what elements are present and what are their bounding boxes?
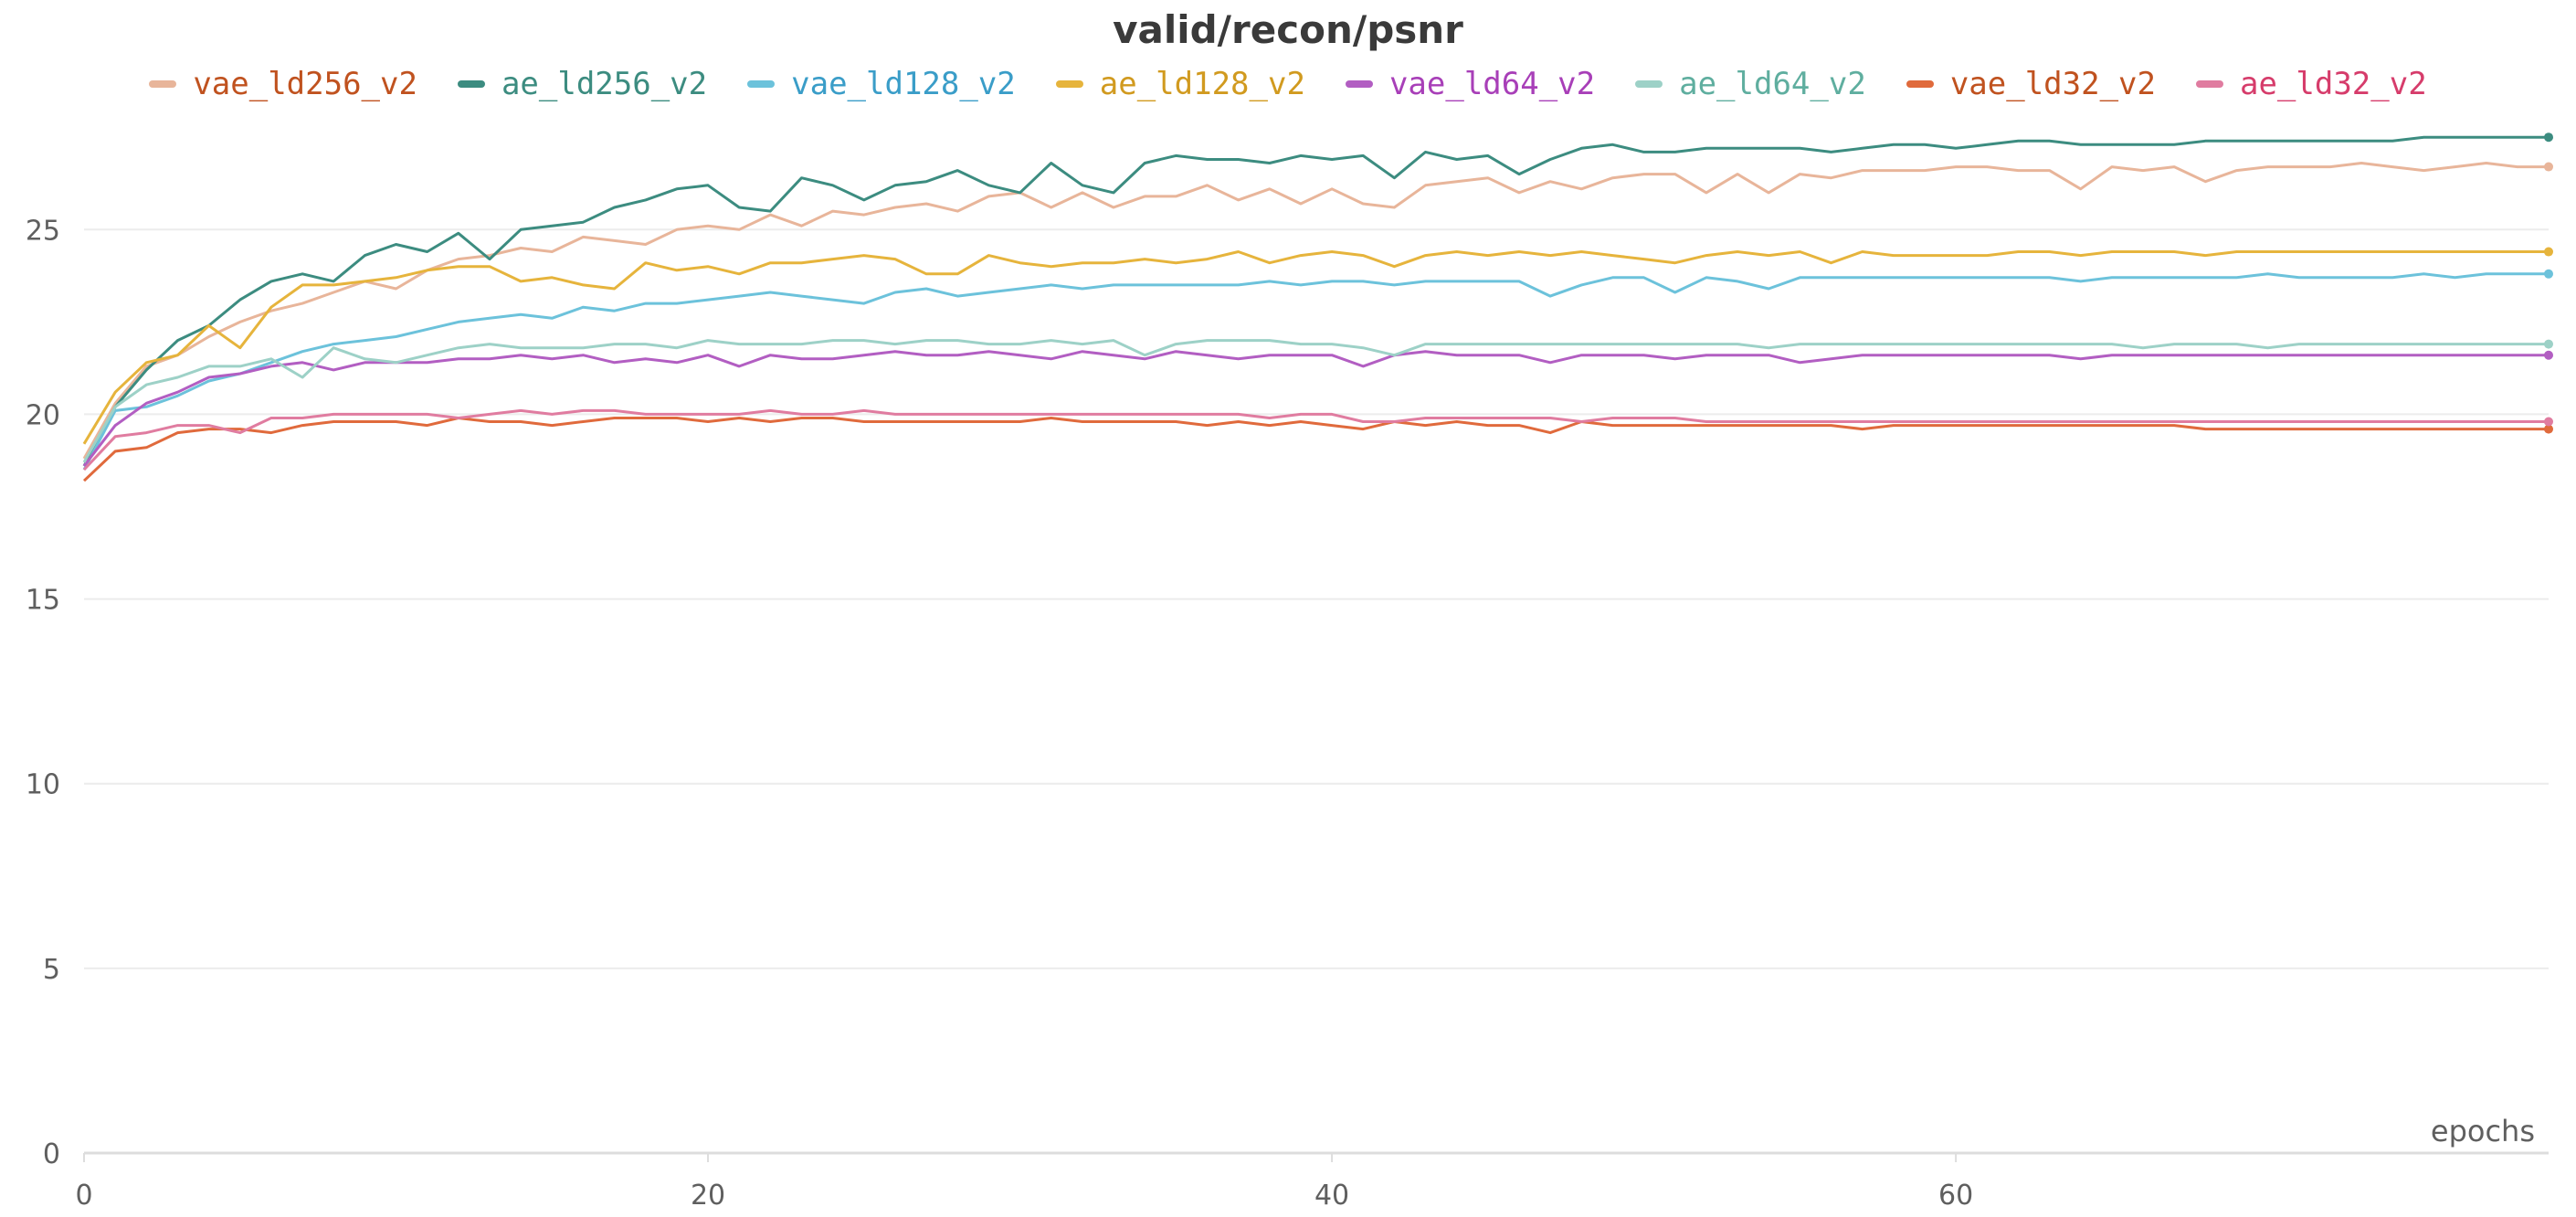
legend-swatch xyxy=(457,80,485,88)
chart-title: valid/recon/psnr xyxy=(1113,7,1463,52)
x-axis-label: epochs xyxy=(2431,1114,2535,1148)
legend-label: ae_ld64_v2 xyxy=(1679,66,1866,102)
series-line-ae-ld64-v2 xyxy=(82,339,2549,463)
legend-item-vae-ld32-v2[interactable]: vae_ld32_v2 xyxy=(1906,66,2156,102)
legend-item-vae-ld128-v2[interactable]: vae_ld128_v2 xyxy=(747,66,1016,102)
series-line-ae-ld32-v2 xyxy=(82,408,2549,471)
series-end-marker-vae-ld64-v2 xyxy=(2544,350,2553,360)
series-end-marker-ae-ld256-v2 xyxy=(2544,132,2553,143)
x-tick-label: 40 xyxy=(1314,1180,1349,1212)
series-end-marker-vae-ld32-v2 xyxy=(2544,424,2553,434)
series-end-marker-ae-ld32-v2 xyxy=(2544,417,2553,427)
series-end-marker-vae-ld256-v2 xyxy=(2544,162,2553,172)
series-line-ae-ld128-v2 xyxy=(82,250,2549,445)
legend: vae_ld256_v2 ae_ld256_v2 vae_ld128_v2 ae_ld… xyxy=(0,66,2576,102)
series-line-vae-ld128-v2 xyxy=(82,272,2549,471)
series-end-marker-ae-ld64-v2 xyxy=(2544,339,2553,349)
legend-swatch xyxy=(1906,80,1934,88)
series-line-vae-ld64-v2 xyxy=(82,350,2549,467)
x-tick-label: 0 xyxy=(75,1180,92,1212)
legend-label: vae_ld128_v2 xyxy=(791,66,1016,102)
legend-item-ae-ld32-v2[interactable]: ae_ld32_v2 xyxy=(2195,66,2427,102)
legend-label: vae_ld32_v2 xyxy=(1949,66,2156,102)
legend-item-ae-ld64-v2[interactable]: ae_ld64_v2 xyxy=(1635,66,1866,102)
legend-swatch xyxy=(1055,80,1083,88)
legend-label: ae_ld32_v2 xyxy=(2239,66,2427,102)
y-tick-label: 15 xyxy=(26,585,60,617)
y-tick-label: 25 xyxy=(26,215,60,247)
series-line-vae-ld32-v2 xyxy=(82,417,2549,482)
y-tick-label: 0 xyxy=(43,1138,60,1170)
legend-swatch xyxy=(747,80,776,88)
series-end-marker-vae-ld128-v2 xyxy=(2544,269,2553,279)
legend-item-ae-ld256-v2[interactable]: ae_ld256_v2 xyxy=(457,66,708,102)
legend-item-ae-ld128-v2[interactable]: ae_ld128_v2 xyxy=(1055,66,1305,102)
legend-label: vae_ld64_v2 xyxy=(1388,66,1596,102)
x-tick-label: 60 xyxy=(1938,1180,1973,1212)
x-tick-label: 20 xyxy=(691,1180,725,1212)
legend-swatch xyxy=(1635,80,1663,88)
y-tick-label: 5 xyxy=(43,954,60,986)
legend-item-vae-ld256-v2[interactable]: vae_ld256_v2 xyxy=(149,66,417,102)
legend-item-vae-ld64-v2[interactable]: vae_ld64_v2 xyxy=(1345,66,1596,102)
legend-swatch xyxy=(2195,80,2223,88)
series-end-marker-ae-ld128-v2 xyxy=(2544,247,2553,257)
legend-swatch xyxy=(149,80,177,88)
legend-swatch xyxy=(1345,80,1373,88)
legend-label: ae_ld256_v2 xyxy=(501,66,708,102)
legend-label: vae_ld256_v2 xyxy=(193,66,417,102)
series-line-ae-ld256-v2 xyxy=(82,135,2549,467)
y-tick-label: 20 xyxy=(26,399,60,431)
y-tick-label: 10 xyxy=(26,769,60,801)
legend-label: ae_ld128_v2 xyxy=(1099,66,1305,102)
